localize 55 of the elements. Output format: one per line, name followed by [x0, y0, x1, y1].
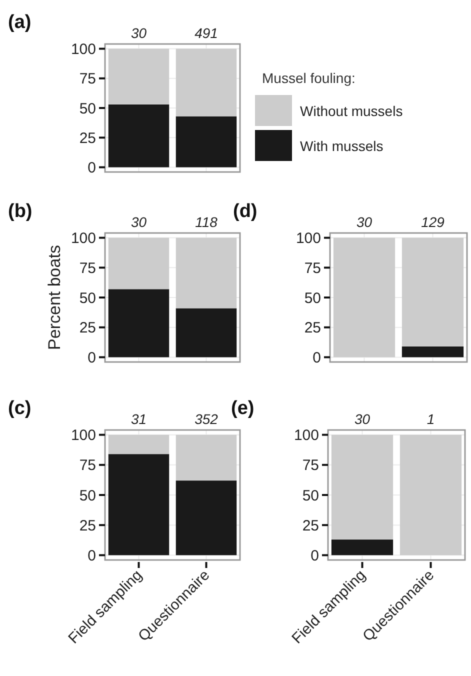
bar: [176, 116, 237, 168]
bar: [108, 104, 170, 168]
y-tick-label: 25: [302, 517, 319, 534]
y-tick-label: 100: [70, 230, 96, 248]
text: 129: [421, 214, 445, 230]
text: 352: [194, 411, 218, 427]
text: 118: [195, 214, 218, 230]
text: 30: [130, 25, 147, 41]
y-tick-label: 0: [310, 547, 319, 564]
y-tick-label: 0: [88, 547, 96, 564]
bar: [108, 289, 170, 358]
y-tick-label: 75: [79, 70, 96, 88]
text: 30: [130, 214, 147, 230]
y-tick-label: 50: [79, 100, 96, 118]
y-tick-label: 50: [79, 290, 96, 307]
y-tick-label: 0: [88, 349, 96, 366]
y-tick-label: 100: [294, 427, 319, 444]
y-tick-label: 50: [304, 290, 321, 307]
bar: [108, 434, 170, 454]
y-tick-label: 75: [302, 457, 319, 474]
y-tick-label: 100: [70, 40, 96, 58]
chart-title: (e): [231, 398, 254, 419]
chart-title: (c): [8, 398, 32, 419]
y-tick-label: 75: [79, 457, 96, 474]
y-tick-label: 50: [79, 487, 96, 504]
legend-label: With mussels: [300, 138, 384, 154]
y-tick-label: 25: [304, 320, 321, 337]
y-axis-title: Percent boats: [45, 245, 64, 350]
text: 30: [354, 411, 370, 427]
text: 31: [130, 411, 147, 427]
legend-label: Without mussels: [300, 103, 403, 119]
bar: [176, 308, 237, 358]
y-tick-label: 100: [70, 427, 96, 444]
y-tick-label: 25: [79, 320, 96, 337]
bar: [176, 48, 237, 116]
legend-title: Mussel fouling:: [262, 70, 356, 86]
chart-title: (d): [233, 201, 258, 222]
chart-title: (b): [8, 201, 32, 222]
y-tick-label: 75: [304, 260, 321, 277]
y-tick-label: 75: [79, 260, 96, 277]
y-tick-label: 100: [296, 230, 321, 248]
bar: [108, 48, 170, 104]
bar: [176, 238, 237, 308]
bar: [108, 238, 170, 290]
y-tick-label: 0: [88, 160, 96, 177]
bar: [176, 480, 237, 556]
chart-title: (a): [8, 12, 32, 33]
y-tick-label: 25: [79, 130, 96, 147]
bar: [176, 434, 237, 481]
y-tick-label: 25: [79, 517, 96, 534]
y-tick-label: 50: [302, 487, 319, 504]
text: 30: [356, 214, 372, 230]
text: 491: [194, 25, 218, 41]
text: 1: [426, 411, 435, 427]
y-tick-label: 0: [312, 349, 321, 366]
